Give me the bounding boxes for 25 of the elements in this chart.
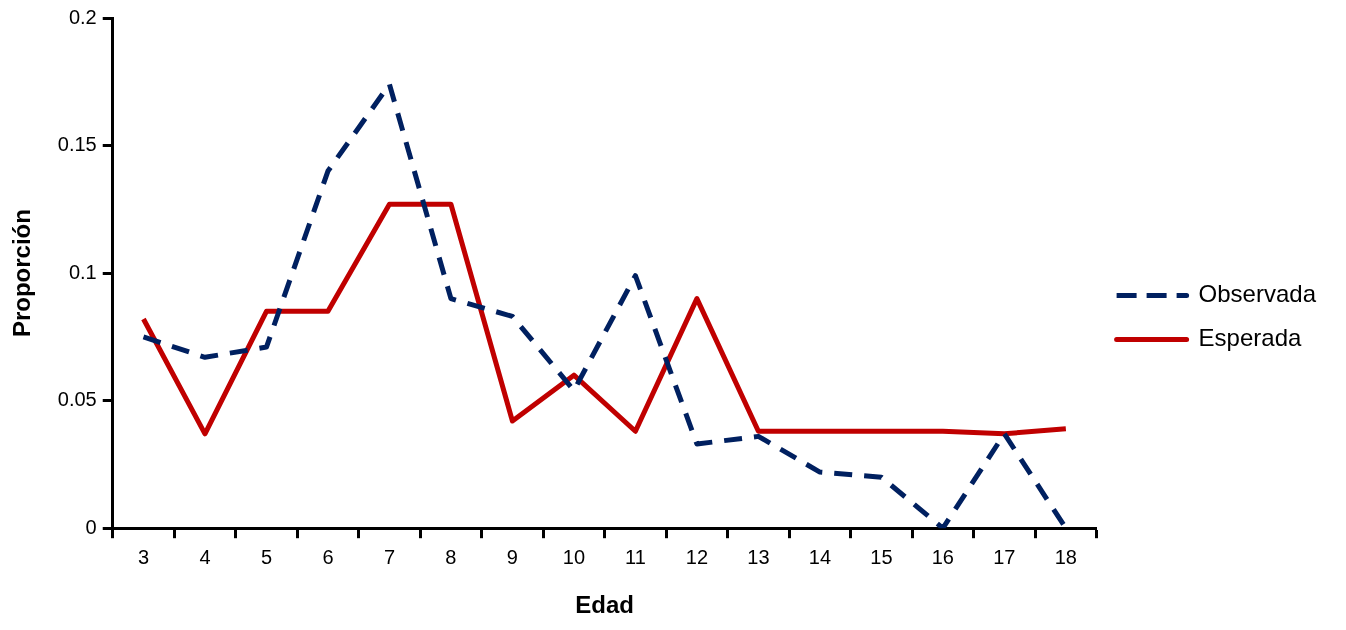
legend-label: Observada [1198, 280, 1317, 308]
x-tick-label: 4 [199, 545, 211, 568]
x-tick-label: 8 [445, 545, 457, 568]
x-tick-label: 11 [625, 545, 646, 568]
y-tick-label: 0.2 [68, 5, 97, 28]
x-tick-label: 17 [993, 545, 1016, 568]
x-tick-label: 6 [322, 545, 334, 568]
x-tick-label: 15 [870, 545, 893, 568]
x-tick-label: 3 [137, 545, 150, 568]
x-tick-label: 10 [562, 545, 586, 568]
x-axis-title: Edad [575, 591, 635, 619]
y-axis-title: Proporción [8, 209, 36, 338]
y-tick-label: 0.15 [57, 133, 97, 156]
x-tick-label: 9 [506, 545, 518, 568]
x-tick-label: 14 [808, 545, 832, 568]
x-tick-label: 5 [260, 545, 273, 568]
x-tick-label: 7 [383, 545, 395, 568]
x-tick-label: 16 [931, 545, 954, 568]
y-tick-label: 0.1 [68, 260, 97, 283]
y-tick-label: 0 [85, 515, 97, 538]
x-tick-label: 18 [1054, 545, 1077, 568]
x-tick-label: 13 [747, 545, 770, 568]
y-tick-label: 0.05 [57, 388, 97, 411]
legend-label: Esperada [1198, 324, 1302, 352]
x-tick-label: 12 [685, 545, 709, 568]
